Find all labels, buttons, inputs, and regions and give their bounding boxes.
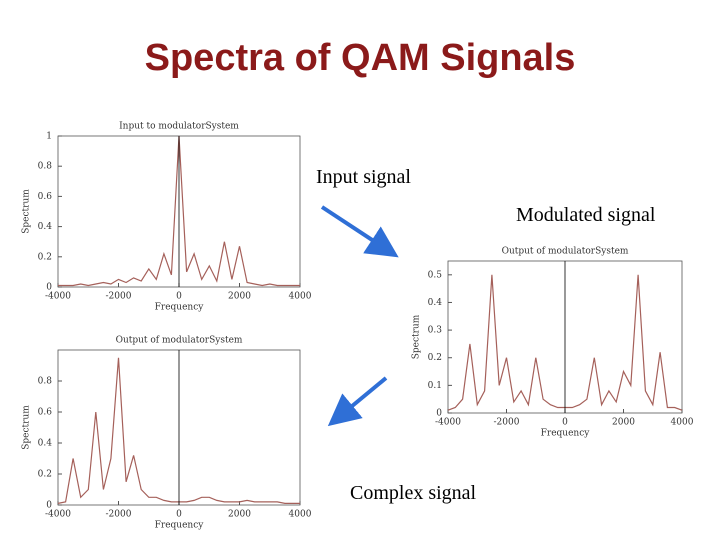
- x-tick-label: 0: [176, 510, 182, 520]
- arrow: [327, 376, 388, 427]
- y-tick-label: 0.3: [428, 326, 443, 336]
- x-tick-label: 0: [562, 418, 568, 428]
- y-axis-label: Spectrum: [22, 189, 32, 234]
- x-tick-label: 4000: [289, 510, 312, 520]
- y-tick-label: 0: [46, 283, 52, 293]
- y-tick-label: 0.2: [38, 252, 52, 262]
- chart-title: Output of modulatorSystem: [502, 247, 629, 257]
- y-tick-label: 0.2: [38, 470, 52, 480]
- y-tick-label: 0.4: [38, 439, 53, 449]
- x-tick-label: 0: [176, 292, 182, 302]
- y-tick-label: 0.4: [38, 222, 53, 232]
- x-tick-label: 4000: [671, 418, 694, 428]
- y-axis-label: Spectrum: [412, 314, 422, 359]
- x-tick-label: -2000: [106, 510, 132, 520]
- y-tick-label: 0.4: [428, 298, 443, 308]
- x-tick-label: 2000: [228, 510, 251, 520]
- x-axis-label: Frequency: [155, 303, 205, 313]
- x-tick-label: -4000: [45, 510, 71, 520]
- y-tick-label: 0: [46, 501, 52, 511]
- x-tick-label: 4000: [289, 292, 312, 302]
- x-axis-label: Frequency: [541, 429, 591, 439]
- x-axis-label: Frequency: [155, 521, 205, 531]
- x-tick-label: -2000: [106, 292, 132, 302]
- y-axis-label: Spectrum: [22, 405, 32, 450]
- y-tick-label: 0.6: [38, 408, 53, 418]
- y-tick-label: 0.5: [428, 270, 443, 280]
- x-tick-label: -4000: [45, 292, 71, 302]
- charts: Input to modulatorSystem Frequency Spectru…: [22, 122, 694, 531]
- x-tick-label: 2000: [612, 418, 635, 428]
- x-tick-label: -4000: [435, 418, 461, 428]
- chart-title: Output of modulatorSystem: [116, 336, 243, 346]
- y-tick-label: 1: [46, 132, 52, 142]
- slide-title: Spectra of QAM Signals: [145, 37, 576, 79]
- y-tick-label: 0.2: [428, 353, 442, 363]
- x-tick-label: -2000: [494, 418, 520, 428]
- annotation: Input signal: [316, 166, 411, 188]
- chart-title: Input to modulatorSystem: [119, 122, 239, 132]
- y-tick-label: 0.6: [38, 192, 53, 202]
- y-tick-label: 0.8: [38, 377, 53, 387]
- arrow: [320, 205, 399, 258]
- annotation: Modulated signal: [516, 204, 656, 226]
- y-tick-label: 0.1: [428, 381, 442, 391]
- y-tick-label: 0: [436, 409, 442, 419]
- annotation: Complex signal: [350, 482, 477, 504]
- x-tick-label: 2000: [228, 292, 251, 302]
- y-tick-label: 0.8: [38, 162, 53, 172]
